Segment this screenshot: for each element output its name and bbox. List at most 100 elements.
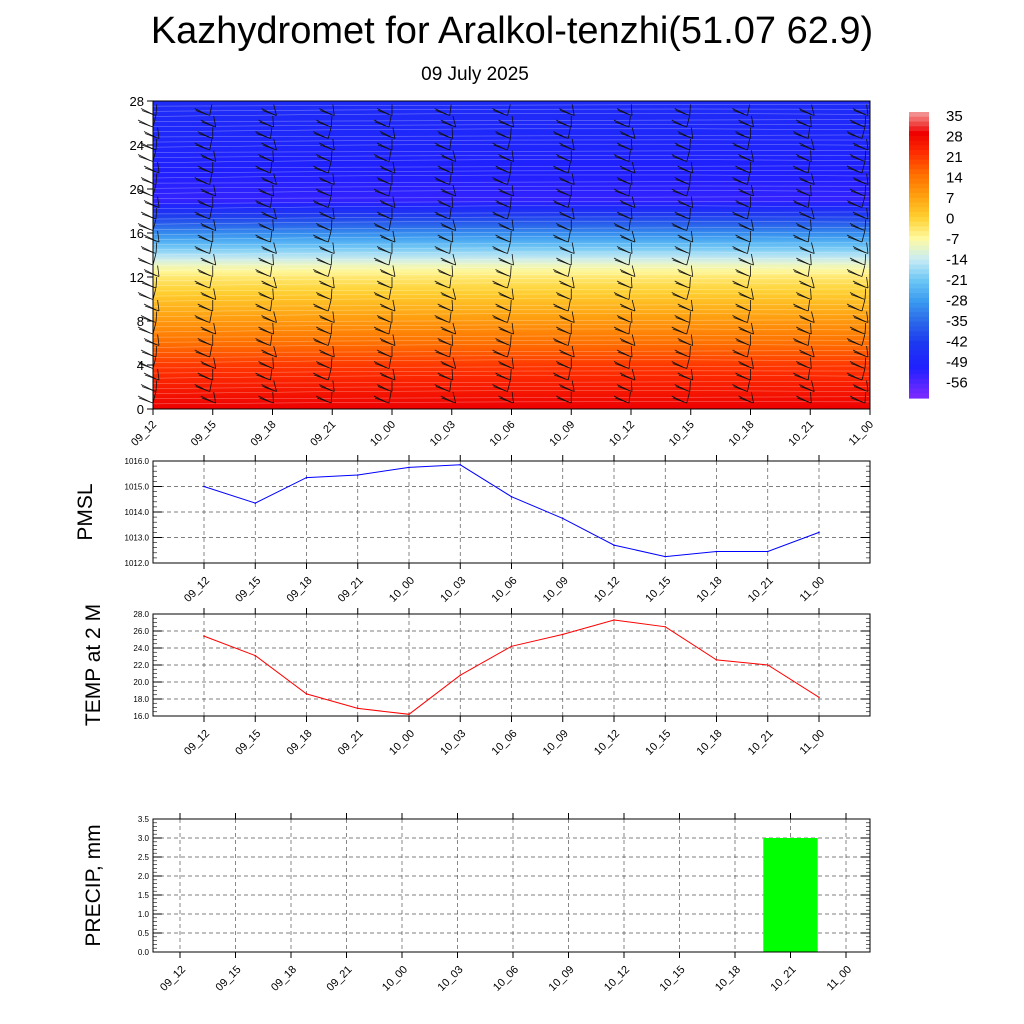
colorbar-label: -49 [946,354,968,371]
contour-line [152,216,871,220]
chart-title: Kazhydromet for Aralkol-tenzhi(51.07 62.… [150,10,874,52]
wind-barb [392,230,396,243]
wind-barb [628,253,631,266]
wind-barb [800,144,815,151]
wind-barb [332,276,335,289]
wind-barb [194,177,207,184]
wind-barb [493,282,508,289]
wind-barb [377,317,393,323]
colorbar-swatch [909,274,929,280]
wind-barb [270,265,273,277]
wind-barb [379,131,393,138]
wind-barb [141,386,157,392]
colorbar-label: -7 [946,231,959,248]
wind-barb [155,345,158,358]
colorbar-swatch [909,307,929,313]
wind-barb [799,211,812,219]
x-tick-label: 09_15 [233,575,263,605]
wind-barb [259,225,274,231]
wind-barb [261,177,274,184]
x-tick-label: 10_06 [491,964,521,994]
wind-barb [441,121,456,128]
wind-barb [864,150,867,162]
wind-barb [847,133,863,139]
wind-barb [316,292,329,299]
wind-barb [677,338,690,345]
wind-barb [799,384,812,391]
wind-barb [320,282,335,289]
wind-barb [327,265,332,277]
wind-barb [261,142,274,150]
wind-barb [732,246,745,253]
wind-barb [441,363,456,369]
wind-barb [853,144,869,151]
wind-barb [195,110,210,116]
wind-barb [617,248,633,254]
wind-barb [262,248,277,254]
y-tick-label: 2.5 [138,853,150,862]
wind-barb [380,202,396,208]
wind-barb [735,200,748,207]
wind-barb [441,225,456,231]
wind-barb [499,328,514,335]
wind-barb [434,142,447,150]
wind-barb [686,115,690,128]
wind-barb [732,142,745,150]
y-tick-label: 24.0 [133,644,149,653]
colorbar-swatch [909,193,929,199]
wind-barb [852,177,866,184]
wind-barb [571,345,575,358]
wind-barb [810,253,812,266]
wind-barb [273,311,277,323]
wind-barb [556,223,569,230]
wind-barb [675,282,690,289]
colorbar-swatch [909,321,929,328]
contour-line [152,304,871,307]
wind-barb [620,374,636,381]
wind-barb [373,119,387,127]
wind-barb [686,219,690,231]
y-tick-label: 1013.0 [125,534,150,543]
wind-barb [373,361,387,368]
wind-barb [674,349,687,357]
wind-barb [194,142,207,150]
wind-barb [616,246,630,253]
wind-barb [807,196,811,208]
colorbar-swatch [909,145,929,151]
wind-barb [613,361,627,368]
wind-barb [272,253,274,266]
wind-barb [317,225,332,231]
colorbar-swatch [909,369,929,375]
wind-barb [313,338,326,345]
wind-barb [435,110,450,116]
wind-barb [507,311,511,323]
contour-line [152,319,871,322]
wind-barb [261,211,274,219]
wind-barb [556,257,569,265]
colorbar-swatch [909,331,929,337]
wind-barb [256,133,271,139]
x-tick-label: 09_15 [214,964,244,994]
contour-line [152,313,871,317]
y-tick-label: 1016.0 [125,457,150,466]
wind-barb [441,259,456,266]
wind-barb [209,207,213,220]
wind-barb [689,104,691,116]
wind-barb [686,150,690,162]
wind-barb [797,397,812,404]
wind-barb [138,225,154,231]
pmsl-point [510,495,513,498]
wind-barb [736,236,751,243]
wind-barb [449,345,452,358]
wind-barb [141,351,157,358]
wind-barb [261,315,274,322]
wind-barb [847,167,863,174]
wind-barb [332,311,335,323]
wind-barb [201,156,216,162]
temp-2m-point [561,633,564,636]
wind-barb [141,248,157,254]
wind-barb [314,340,329,346]
colorbar-swatch [909,336,929,342]
wind-barb [799,349,812,357]
wind-barb [846,165,860,173]
